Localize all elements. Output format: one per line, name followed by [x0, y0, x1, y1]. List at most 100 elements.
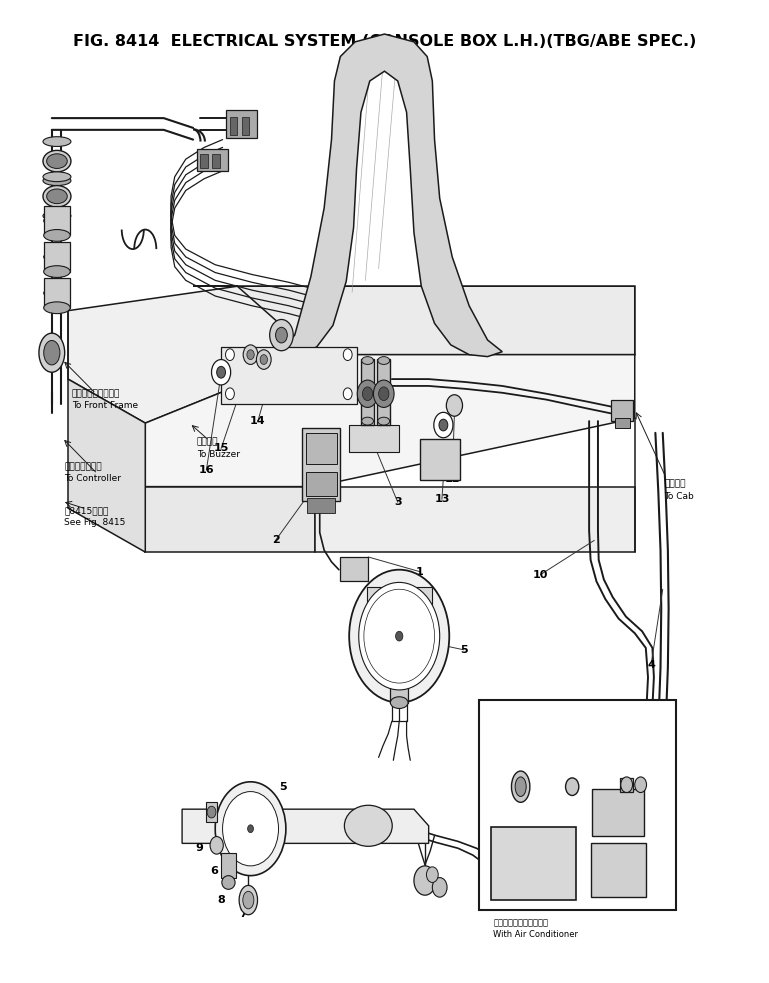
Bar [221, 853, 236, 878]
Circle shape [349, 570, 449, 703]
Ellipse shape [47, 189, 67, 203]
Ellipse shape [361, 417, 374, 425]
Circle shape [243, 345, 258, 365]
Bar [302, 428, 341, 501]
Ellipse shape [43, 211, 71, 221]
Circle shape [364, 589, 434, 683]
Circle shape [211, 360, 231, 385]
Text: 4: 4 [647, 661, 655, 670]
Ellipse shape [227, 805, 275, 846]
Text: 17: 17 [621, 791, 637, 801]
Text: 11: 11 [427, 880, 442, 890]
Circle shape [378, 387, 389, 401]
Bar [212, 154, 220, 168]
Ellipse shape [511, 771, 530, 802]
Ellipse shape [378, 357, 390, 365]
Circle shape [217, 367, 225, 378]
Circle shape [275, 327, 288, 343]
Circle shape [432, 878, 447, 897]
Text: 1: 1 [416, 566, 424, 577]
Bar [221, 347, 358, 404]
Circle shape [247, 350, 255, 360]
Circle shape [634, 777, 647, 792]
Polygon shape [193, 286, 634, 355]
Bar [307, 498, 335, 513]
Polygon shape [145, 487, 315, 552]
Text: 5: 5 [279, 781, 287, 791]
Polygon shape [68, 286, 634, 423]
Ellipse shape [391, 697, 408, 709]
Bar [491, 827, 576, 900]
Bar [44, 206, 70, 235]
Circle shape [222, 791, 278, 866]
Circle shape [374, 380, 394, 407]
Text: 19: 19 [640, 811, 656, 821]
Text: エアーコンディショナ付
With Air Conditioner: エアーコンディショナ付 With Air Conditioner [494, 919, 578, 940]
Ellipse shape [43, 172, 71, 182]
Ellipse shape [243, 892, 254, 909]
Ellipse shape [565, 778, 579, 795]
Text: 6: 6 [210, 866, 218, 876]
Bar [306, 433, 337, 464]
Circle shape [414, 866, 436, 896]
Polygon shape [68, 379, 145, 552]
Ellipse shape [43, 150, 71, 172]
Ellipse shape [378, 417, 390, 425]
Text: 1: 1 [563, 880, 571, 890]
Circle shape [621, 777, 633, 792]
Ellipse shape [44, 340, 60, 365]
Text: コントローラへ
To Controller: コントローラへ To Controller [65, 462, 122, 483]
Bar [620, 778, 634, 791]
Bar [206, 802, 218, 822]
Text: 8: 8 [217, 896, 225, 905]
Ellipse shape [515, 777, 526, 796]
Text: 20: 20 [579, 811, 594, 821]
Circle shape [358, 380, 378, 407]
Bar [615, 418, 630, 428]
Circle shape [446, 395, 462, 416]
Ellipse shape [361, 357, 374, 365]
Ellipse shape [239, 886, 258, 915]
Circle shape [225, 349, 235, 361]
Text: 7: 7 [239, 908, 247, 919]
Ellipse shape [44, 288, 70, 298]
Circle shape [225, 388, 235, 400]
Circle shape [395, 631, 403, 641]
Ellipse shape [44, 302, 70, 314]
Bar [367, 587, 431, 605]
Bar [241, 117, 249, 135]
Polygon shape [145, 355, 634, 487]
Ellipse shape [44, 265, 70, 277]
Circle shape [248, 825, 254, 833]
Circle shape [439, 419, 448, 431]
Circle shape [256, 350, 271, 370]
Text: 18: 18 [533, 811, 548, 821]
Ellipse shape [44, 252, 70, 261]
Circle shape [270, 319, 293, 351]
Bar [361, 359, 375, 425]
Text: 15: 15 [214, 443, 229, 453]
Ellipse shape [44, 216, 70, 226]
Circle shape [207, 806, 216, 818]
Ellipse shape [47, 153, 67, 168]
Bar [197, 149, 228, 171]
Polygon shape [278, 34, 502, 357]
Text: 3: 3 [394, 497, 401, 507]
Text: キャブへ
To Cab: キャブへ To Cab [664, 480, 694, 500]
Bar [377, 359, 391, 425]
Bar [420, 438, 461, 480]
Text: 図8415図参照
See Fig. 8415: 図8415図参照 See Fig. 8415 [65, 506, 125, 527]
Bar [391, 634, 408, 703]
Polygon shape [182, 809, 428, 843]
Text: 9: 9 [195, 843, 203, 853]
Ellipse shape [345, 805, 392, 846]
Bar [201, 154, 208, 168]
Bar [226, 110, 257, 138]
Text: FIG. 8414  ELECTRICAL SYSTEM (CONSOLE BOX L.H.)(TBG/ABE SPEC.): FIG. 8414 ELECTRICAL SYSTEM (CONSOLE BOX… [73, 34, 696, 49]
Bar [230, 117, 238, 135]
Bar [592, 788, 644, 836]
Text: 2: 2 [271, 536, 279, 546]
Bar [44, 278, 70, 308]
Circle shape [358, 582, 440, 690]
Ellipse shape [43, 186, 71, 207]
